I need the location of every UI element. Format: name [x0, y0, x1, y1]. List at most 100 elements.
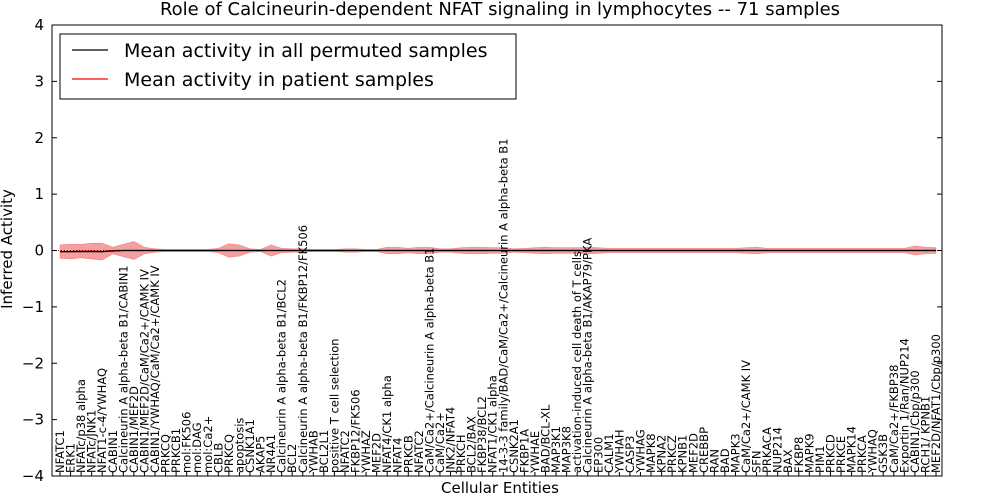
- x-tick-label: Calcineurin A alpha-beta B1/AKAP79/PKA: [581, 238, 595, 473]
- x-tick-label: MAPK3: [728, 433, 742, 473]
- x-tick-label: apoptosis: [232, 418, 246, 473]
- x-tick-label: GSK3B: [876, 434, 890, 473]
- y-tick-label: 4: [34, 16, 44, 34]
- x-tick-label: Calcineurin A alpha-beta B1/FKBP12/FK506: [296, 225, 310, 473]
- x-tick-label: PRKCB1: [169, 428, 183, 473]
- x-tick-label: BAX: [781, 449, 795, 473]
- x-tick-label: NUP214: [771, 427, 785, 473]
- y-axis: 4 3 2 1 0 −1 −2 −3 −4: [22, 16, 942, 485]
- x-tick-label: PRKCD: [823, 434, 837, 473]
- x-tick-label: YWHAQ: [866, 429, 880, 474]
- x-tick-label: PRKCA: [855, 435, 869, 473]
- x-tick-label: RAN: [707, 449, 721, 473]
- x-tick-label: MEF2D/NFAT1/Cbp/p300: [929, 334, 943, 473]
- x-tick-label: YWHAG: [633, 429, 647, 474]
- x-tick-label: MAP3K8: [560, 426, 574, 473]
- y-tick-label: 3: [34, 72, 44, 90]
- x-axis-label: Cellular Entities: [441, 479, 559, 497]
- x-tick-label: activation-induced cell death of T cells: [570, 251, 584, 473]
- x-tick-label: BCL2L1: [317, 430, 331, 473]
- x-tick-label: NFATc/JNK1: [85, 410, 99, 473]
- chart-title: Role of Calcineurin-dependent NFAT signa…: [160, 0, 840, 20]
- x-tick-label: BAD: [718, 448, 732, 473]
- x-tick-label: SFN: [750, 450, 764, 473]
- x-tick-label: CaM/Ca2+/FKBP38: [887, 365, 901, 473]
- x-tick-label: positive T cell selection: [327, 338, 341, 473]
- x-tick-label: Calcineurin A alpha-beta B1/BCL2: [275, 279, 289, 473]
- y-tick-label: 2: [34, 129, 44, 147]
- x-tick-label: NFATC1: [53, 430, 67, 473]
- x-tick-label: JNK2/NFAT4: [444, 407, 458, 474]
- x-tick-label: PRKCQ: [159, 434, 173, 473]
- x-tick-label: BCL2/BAX: [465, 416, 479, 473]
- x-tick-label: PRKCH: [454, 434, 468, 473]
- x-tick-label: CABIN1/MEF2D/CaM/Ca2+/CAMK IV: [137, 269, 151, 473]
- x-tick-label: PRKCB: [401, 435, 415, 473]
- x-tick-label: YWHAE: [528, 431, 542, 474]
- x-tick-label: PRKCQ: [222, 434, 236, 473]
- x-tick-label: PRKACA: [760, 427, 774, 473]
- x-tick-label: NFATc/p38 alpha: [74, 379, 88, 473]
- x-tick-label: KPNB1: [676, 435, 690, 473]
- x-tick-label: CaM/Ca2+: [433, 412, 447, 473]
- y-tick-label: −3: [22, 411, 44, 429]
- x-tick-label: MAPK9: [802, 433, 816, 473]
- legend-label-permuted: Mean activity in all permuted samples: [124, 40, 487, 62]
- y-tick-label: −2: [22, 354, 44, 372]
- x-tick-label: FKBP12/FK506: [349, 389, 363, 473]
- legend-frame: [59, 33, 517, 100]
- x-tick-label: BCL2: [285, 444, 299, 473]
- x-tick-label: CABIN1/MEF2D: [127, 386, 141, 473]
- x-tick-label: Exportin 1/Ran/NUP214: [897, 338, 911, 473]
- x-tick-label: Calcineurin A alpha-beta B1/CABIN1: [116, 265, 130, 473]
- x-tick-label: CSNK1A1: [243, 419, 257, 473]
- x-tick-label: PIM1: [813, 445, 827, 473]
- x-tick-label: MEF2D: [370, 433, 384, 473]
- x-tick-label: MAP3K1: [549, 426, 563, 473]
- x-tick-label: RCH1/ KPNB1: [918, 396, 932, 473]
- x-tick-label: MAPK8: [644, 433, 658, 473]
- x-tick-label: YWHAB: [306, 430, 320, 474]
- x-tick-label: NFAT1-c-4/YWHAQ: [95, 368, 109, 473]
- legend: Mean activity in all permuted samples Me…: [59, 33, 517, 100]
- x-tick-label: FKBP1A: [517, 429, 531, 473]
- x-tick-label: 14-3-3 family/BAD/CaM/Ca2+/Calcineurin A…: [496, 138, 510, 473]
- x-tick-label: NFATC2: [338, 430, 352, 473]
- y-axis-label: Inferred Activity: [0, 189, 16, 309]
- x-tick-label: EP300: [591, 437, 605, 473]
- x-tick-label: CSNK2A1: [507, 419, 521, 473]
- y-tick-label: −1: [22, 298, 44, 316]
- x-tick-label: mol:FK506: [180, 412, 194, 473]
- x-tick-label: PRKCE: [834, 436, 848, 473]
- x-tick-label: MEF2D: [686, 433, 700, 473]
- x-tick-label: CASP3: [623, 436, 637, 473]
- x-tick-label: CALM1: [602, 433, 616, 473]
- y-tick-label: −4: [22, 467, 44, 485]
- x-tick-label: CABIN1/YWHAQ/CaM/Ca2+/CAMK IV: [148, 265, 162, 473]
- x-tick-label: CABIN1: [106, 430, 120, 473]
- x-tick-label: KPNA2: [655, 435, 669, 473]
- x-tick-label: NR4A1: [264, 434, 278, 473]
- x-tick-label: MAPK14: [845, 426, 859, 473]
- x-tick-label: FKBP8: [792, 437, 806, 473]
- x-tick-label: NFAT4/CK1 alpha: [380, 375, 394, 473]
- x-tick-label: mol:Ca2+: [201, 416, 215, 473]
- x-tick-label: CREBBP: [697, 427, 711, 473]
- x-tick-label: BAD/BCL-XL: [538, 404, 552, 473]
- x-tick-label: YWHAH: [612, 429, 626, 474]
- x-tick-label: CaM/Ca2+/Calcineurin A alpha-beta B1: [422, 248, 436, 473]
- x-tick-label: CABIN1/Cbp/p300: [908, 370, 922, 473]
- x-tick-label: ERK1: [64, 443, 78, 473]
- x-tick-label: CBLB: [211, 443, 225, 473]
- y-tick-label: 0: [34, 242, 44, 260]
- x-tick-label: FKBP38/BCL2: [475, 396, 489, 473]
- legend-label-patient: Mean activity in patient samples: [124, 69, 434, 91]
- x-tick-label: NFAT4: [391, 438, 405, 473]
- x-tick-label: CaM/Ca2+/CAMK IV: [739, 360, 753, 473]
- x-tick-label: PRKCZ: [665, 435, 679, 473]
- x-tick-label: YWHAZ: [359, 430, 373, 474]
- x-tick-label: mol:DAG: [190, 422, 204, 473]
- y-tick-label: 1: [34, 185, 44, 203]
